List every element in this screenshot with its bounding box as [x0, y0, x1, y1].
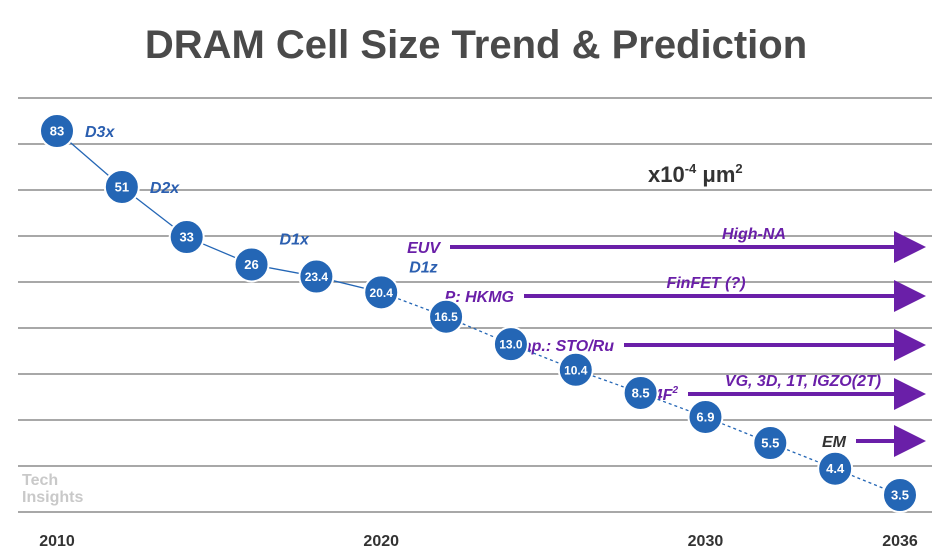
generation-label: D3x — [85, 124, 115, 141]
data-point: 6.9 — [687, 398, 724, 435]
data-point-marker — [492, 326, 529, 363]
technology-arrow: EM — [822, 425, 926, 457]
data-point: 16.5 — [428, 298, 465, 335]
data-point: 33 — [168, 219, 205, 256]
logo-line-1: Tech — [22, 472, 58, 489]
data-point: 3.5 — [882, 477, 918, 513]
data-label: 4.4 — [826, 461, 845, 476]
data-point: 4.4 — [817, 450, 854, 487]
data-label: 8.5 — [632, 385, 650, 400]
logo-line-2: Insights — [22, 489, 83, 506]
data-point-marker — [103, 168, 140, 205]
unit-label: x10-4 μm2 — [648, 161, 743, 187]
generation-label: D1z — [409, 259, 437, 276]
technology-label: EUV — [407, 240, 441, 257]
data-point-marker — [687, 398, 724, 435]
technology-next-label: FinFET (?) — [666, 275, 745, 292]
unit-mid: μm — [696, 162, 735, 187]
data-label: 51 — [115, 179, 129, 194]
data-label: 6.9 — [696, 409, 714, 424]
techinsights-logo: Tech Insights — [22, 472, 83, 506]
x-tick-label: 2020 — [363, 533, 399, 550]
x-tick-label: 2036 — [882, 533, 918, 550]
data-point-marker — [363, 274, 400, 311]
unit-exp: -4 — [685, 161, 697, 176]
data-point: 10.4 — [557, 351, 594, 388]
x-tick-label: 2010 — [39, 533, 75, 550]
unit-base: x10 — [648, 162, 685, 187]
data-point: 51 — [103, 168, 140, 205]
x-tick-label: 2030 — [688, 533, 724, 550]
data-point-marker — [39, 113, 75, 149]
data-point: 13.0 — [492, 326, 529, 363]
data-label: 33 — [179, 230, 193, 245]
data-point-marker — [882, 477, 918, 513]
technology-arrow: Cap.: STO/Ru — [511, 329, 926, 361]
data-label: 3.5 — [891, 488, 909, 503]
technology-label: Cap.: STO/Ru — [511, 338, 614, 355]
technology-label: EM — [822, 434, 847, 451]
data-point: 83 — [39, 113, 75, 149]
generation-label: D2x — [150, 180, 180, 197]
data-point: 26 — [233, 246, 270, 283]
generation-labels: D3x D2x D1x D1z — [85, 124, 438, 276]
technology-arrow: EUV High-NA — [407, 226, 926, 263]
data-label: 23.4 — [305, 270, 329, 284]
data-label: 20.4 — [370, 286, 394, 300]
data-label: 83 — [50, 124, 64, 139]
data-point-marker — [557, 351, 594, 388]
technology-next-label: High-NA — [722, 226, 786, 243]
data-point-marker — [817, 450, 854, 487]
technology-next-label: VG, 3D, 1T, IGZO(2T) — [725, 373, 881, 390]
data-label: 16.5 — [434, 310, 458, 324]
data-point-marker — [168, 219, 205, 256]
data-label: 13.0 — [499, 338, 523, 352]
data-point-marker — [752, 425, 789, 462]
data-point: 20.4 — [363, 274, 400, 311]
technology-arrow: P: HKMG FinFET (?) — [445, 275, 926, 312]
data-point: 5.5 — [752, 425, 789, 462]
data-label: 5.5 — [761, 436, 779, 451]
data-label: 10.4 — [564, 363, 588, 377]
data-point-marker — [622, 374, 659, 411]
technology-label: P: HKMG — [445, 289, 514, 306]
chart-title: DRAM Cell Size Trend & Prediction — [145, 23, 807, 67]
data-point-marker — [298, 258, 335, 295]
technology-arrows: EUV High-NA P: HKMG FinFET (?) Cap.: STO/Ru 4… — [407, 226, 926, 457]
x-axis-ticks: 2010 2020 2030 2036 — [39, 533, 918, 550]
unit-exp2: 2 — [735, 161, 742, 176]
data-point-marker — [233, 246, 270, 283]
data-point-marker — [428, 298, 465, 335]
data-point: 23.4 — [298, 258, 335, 295]
generation-label: D1x — [280, 231, 310, 248]
data-points: 83 51 33 26 23.4 20.4 16.5 13.0 10.4 8.5 6.9 5.5 4.4… — [39, 113, 918, 513]
data-point: 8.5 — [622, 374, 659, 411]
data-label: 26 — [244, 257, 258, 272]
